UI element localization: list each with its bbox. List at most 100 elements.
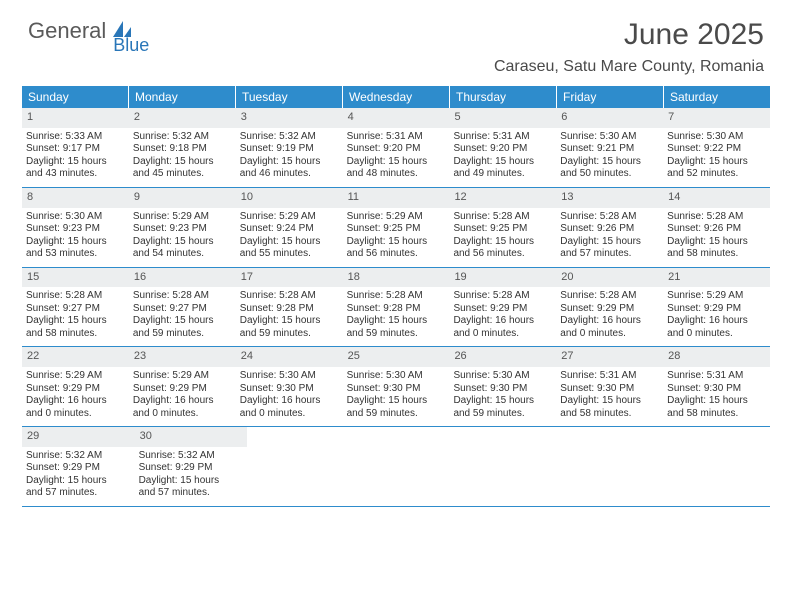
sunset-text: Sunset: 9:27 PM [26,303,125,316]
day-cell: 23 Sunrise: 5:29 AMSunset: 9:29 PMDayligh… [129,347,236,426]
day-number: 26 [449,347,556,367]
daylight-text: and 54 minutes. [133,248,232,261]
daylight-text: and 43 minutes. [26,168,125,181]
daylight-text: and 0 minutes. [133,408,232,421]
daylight-text: Daylight: 16 hours [26,395,125,408]
week-row: 29Sunrise: 5:32 AMSunset: 9:29 PMDayligh… [22,427,770,507]
empty-cell [456,427,561,506]
empty-cell [352,427,457,506]
daylight-text: and 57 minutes. [139,487,244,500]
weekday-header: Sunday [22,86,129,108]
day-cell: 6Sunrise: 5:30 AMSunset: 9:21 PMDaylight… [556,108,663,187]
day-number: 8 [22,188,129,208]
day-cell: 26Sunrise: 5:30 AMSunset: 9:30 PMDayligh… [449,347,556,426]
sunset-text: Sunset: 9:26 PM [667,223,766,236]
daylight-text: and 46 minutes. [240,168,339,181]
daylight-text: Daylight: 15 hours [453,395,552,408]
daylight-text: Daylight: 15 hours [26,475,131,488]
daylight-text: Daylight: 15 hours [26,315,125,328]
day-cell: 8Sunrise: 5:30 AMSunset: 9:23 PMDaylight… [22,188,129,267]
daylight-text: and 58 minutes. [26,328,125,341]
daylight-text: and 58 minutes. [560,408,659,421]
sunset-text: Sunset: 9:28 PM [240,303,339,316]
daylight-text: Daylight: 15 hours [560,236,659,249]
daylight-text: Daylight: 15 hours [453,156,552,169]
sunrise-text: Sunrise: 5:28 AM [133,290,232,303]
day-cell: 10Sunrise: 5:29 AMSunset: 9:24 PMDayligh… [236,188,343,267]
daylight-text: Daylight: 15 hours [133,156,232,169]
day-number: 10 [236,188,343,208]
day-cell: 16Sunrise: 5:28 AMSunset: 9:27 PMDayligh… [129,268,236,347]
sunset-text: Sunset: 9:24 PM [240,223,339,236]
sunset-text: Sunset: 9:29 PM [26,383,125,396]
week-row: 8Sunrise: 5:30 AMSunset: 9:23 PMDaylight… [22,188,770,268]
sunset-text: Sunset: 9:19 PM [240,143,339,156]
week-row: 1Sunrise: 5:33 AMSunset: 9:17 PMDaylight… [22,108,770,188]
day-cell: 2Sunrise: 5:32 AMSunset: 9:18 PMDaylight… [129,108,236,187]
brand-text-general: General [28,18,106,44]
daylight-text: and 50 minutes. [560,168,659,181]
day-number: 3 [236,108,343,128]
daylight-text: Daylight: 15 hours [453,236,552,249]
sunset-text: Sunset: 9:29 PM [453,303,552,316]
daylight-text: and 0 minutes. [240,408,339,421]
daylight-text: and 57 minutes. [560,248,659,261]
sunset-text: Sunset: 9:27 PM [133,303,232,316]
daylight-text: and 0 minutes. [560,328,659,341]
day-number: 17 [236,268,343,288]
day-cell: 24Sunrise: 5:30 AMSunset: 9:30 PMDayligh… [236,347,343,426]
sunrise-text: Sunrise: 5:30 AM [347,370,446,383]
daylight-text: Daylight: 15 hours [240,236,339,249]
daylight-text: Daylight: 15 hours [347,395,446,408]
daylight-text: Daylight: 15 hours [347,236,446,249]
day-cell: 1Sunrise: 5:33 AMSunset: 9:17 PMDaylight… [22,108,129,187]
sunset-text: Sunset: 9:28 PM [347,303,446,316]
sunrise-text: Sunrise: 5:28 AM [347,290,446,303]
week-row: 15Sunrise: 5:28 AMSunset: 9:27 PMDayligh… [22,268,770,348]
day-cell: 18Sunrise: 5:28 AMSunset: 9:28 PMDayligh… [343,268,450,347]
sunset-text: Sunset: 9:30 PM [667,383,766,396]
daylight-text: Daylight: 16 hours [240,395,339,408]
sunrise-text: Sunrise: 5:32 AM [26,450,131,463]
sunset-text: Sunset: 9:23 PM [133,223,232,236]
sunrise-text: Sunrise: 5:29 AM [133,370,232,383]
daylight-text: Daylight: 16 hours [453,315,552,328]
calendar-grid: SundayMondayTuesdayWednesdayThursdayFrid… [22,86,770,507]
sunrise-text: Sunrise: 5:31 AM [453,131,552,144]
title-block: June 2025 Caraseu, Satu Mare County, Rom… [494,18,764,76]
daylight-text: and 58 minutes. [667,408,766,421]
day-number: 23 [129,347,236,367]
daylight-text: and 59 minutes. [240,328,339,341]
daylight-text: Daylight: 15 hours [139,475,244,488]
weekday-header-row: SundayMondayTuesdayWednesdayThursdayFrid… [22,86,770,108]
daylight-text: Daylight: 15 hours [667,395,766,408]
day-cell: 22Sunrise: 5:29 AMSunset: 9:29 PMDayligh… [22,347,129,426]
day-cell: 14Sunrise: 5:28 AMSunset: 9:26 PMDayligh… [663,188,770,267]
sunrise-text: Sunrise: 5:28 AM [26,290,125,303]
sunset-text: Sunset: 9:30 PM [347,383,446,396]
daylight-text: and 57 minutes. [26,487,131,500]
daylight-text: Daylight: 15 hours [26,236,125,249]
daylight-text: Daylight: 15 hours [133,236,232,249]
day-number: 1 [22,108,129,128]
empty-cell [561,427,666,506]
daylight-text: Daylight: 15 hours [347,156,446,169]
sunset-text: Sunset: 9:25 PM [453,223,552,236]
day-cell: 11Sunrise: 5:29 AMSunset: 9:25 PMDayligh… [343,188,450,267]
sunrise-text: Sunrise: 5:28 AM [453,211,552,224]
day-cell: 9Sunrise: 5:29 AMSunset: 9:23 PMDaylight… [129,188,236,267]
weekday-header: Tuesday [236,86,343,108]
sunset-text: Sunset: 9:30 PM [560,383,659,396]
sunset-text: Sunset: 9:30 PM [240,383,339,396]
daylight-text: Daylight: 16 hours [133,395,232,408]
daylight-text: and 56 minutes. [347,248,446,261]
empty-cell [665,427,770,506]
sunrise-text: Sunrise: 5:32 AM [139,450,244,463]
daylight-text: Daylight: 16 hours [560,315,659,328]
sunrise-text: Sunrise: 5:33 AM [26,131,125,144]
sunset-text: Sunset: 9:29 PM [133,383,232,396]
day-cell: 21Sunrise: 5:29 AMSunset: 9:29 PMDayligh… [663,268,770,347]
daylight-text: and 59 minutes. [347,408,446,421]
daylight-text: Daylight: 15 hours [240,156,339,169]
day-number: 2 [129,108,236,128]
